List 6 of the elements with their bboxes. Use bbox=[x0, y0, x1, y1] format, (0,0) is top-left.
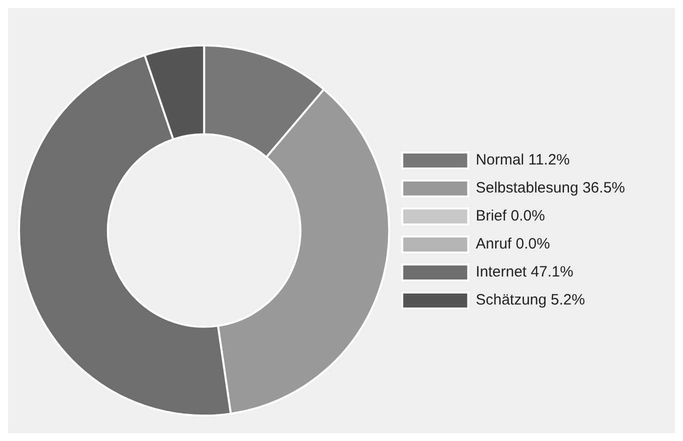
legend-label: Internet 47.1% bbox=[476, 264, 574, 281]
legend-label: Selbstablesung 36.5% bbox=[476, 180, 626, 197]
legend-label: Normal 11.2% bbox=[476, 152, 570, 169]
legend-label: Anruf 0.0% bbox=[476, 236, 550, 253]
legend-label: Brief 0.0% bbox=[476, 208, 545, 225]
legend-label: Schätzung 5.2% bbox=[476, 292, 585, 309]
